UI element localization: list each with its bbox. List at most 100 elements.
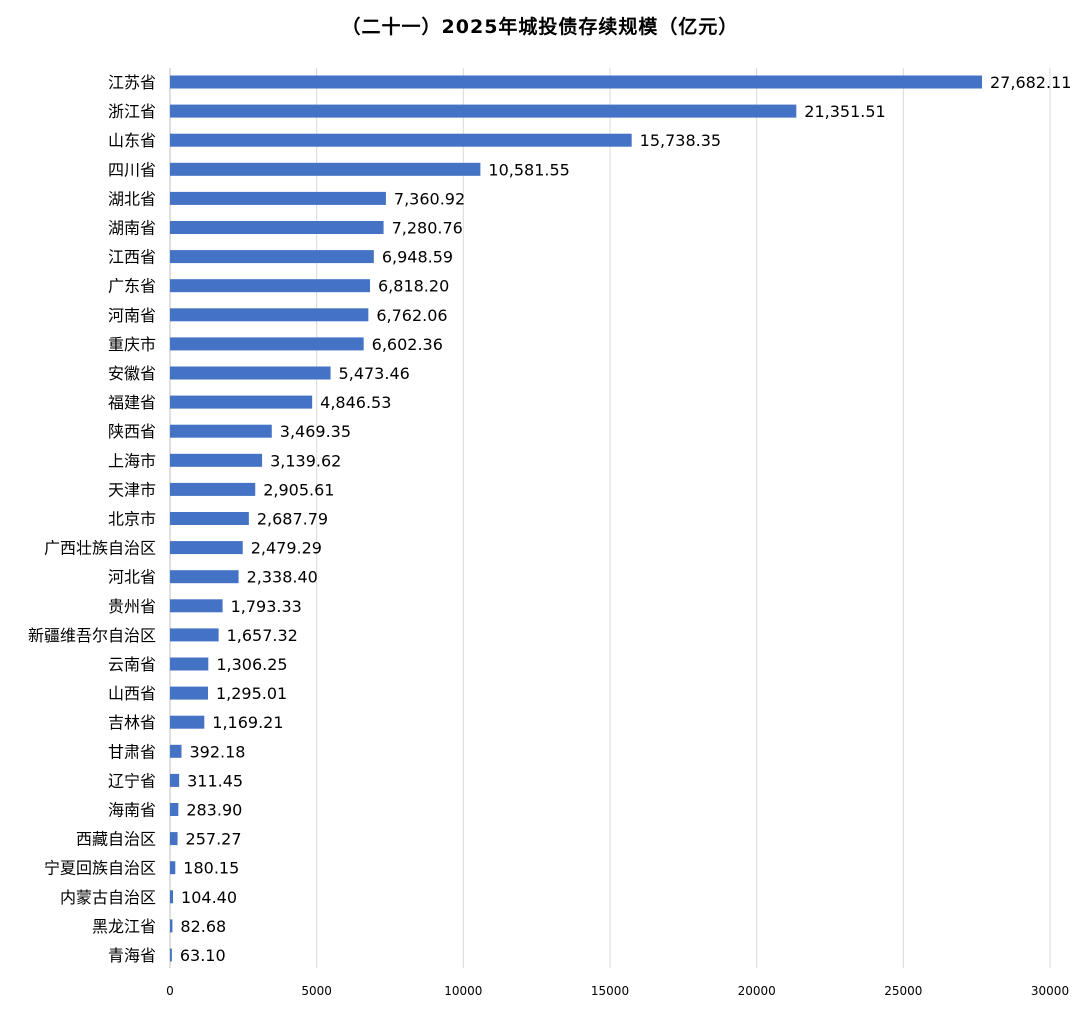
category-label: 山西省 bbox=[108, 684, 156, 703]
value-label: 1,657.32 bbox=[227, 626, 298, 645]
value-label: 2,338.40 bbox=[247, 568, 318, 587]
value-label: 3,469.35 bbox=[280, 422, 351, 441]
value-label: 21,351.51 bbox=[804, 102, 885, 121]
category-label: 河南省 bbox=[108, 306, 156, 325]
value-label: 2,687.79 bbox=[257, 510, 328, 529]
category-label: 云南省 bbox=[108, 655, 156, 674]
bar bbox=[170, 308, 369, 322]
bar bbox=[170, 395, 313, 409]
category-label: 安徽省 bbox=[108, 364, 156, 383]
bar bbox=[170, 919, 173, 933]
bar bbox=[170, 250, 374, 264]
x-tick-label: 15000 bbox=[591, 984, 629, 998]
bar bbox=[170, 861, 176, 875]
bar bbox=[170, 570, 239, 584]
x-axis-ticks: 0 5000 10000 15000 20000 25000 30000 bbox=[166, 984, 1069, 998]
bar bbox=[170, 104, 797, 118]
x-tick-label: 25000 bbox=[884, 984, 922, 998]
category-label: 重庆市 bbox=[108, 335, 156, 354]
bar bbox=[170, 773, 180, 787]
category-label: 上海市 bbox=[108, 451, 156, 470]
x-tick-label: 20000 bbox=[738, 984, 776, 998]
value-label: 283.90 bbox=[186, 801, 242, 820]
value-label: 3,139.62 bbox=[270, 451, 341, 470]
category-label: 青海省 bbox=[108, 946, 156, 965]
bar bbox=[170, 744, 182, 758]
category-label: 四川省 bbox=[108, 160, 156, 179]
category-label: 辽宁省 bbox=[108, 771, 156, 790]
value-label: 1,295.01 bbox=[216, 684, 287, 703]
category-label: 黑龙江省 bbox=[92, 917, 156, 936]
category-label: 天津市 bbox=[108, 480, 156, 499]
category-label: 新疆维吾尔自治区 bbox=[28, 626, 156, 645]
bar bbox=[170, 482, 256, 496]
bar bbox=[170, 832, 178, 846]
bar bbox=[170, 75, 983, 89]
category-label: 西藏自治区 bbox=[76, 830, 156, 849]
category-label: 山东省 bbox=[108, 131, 156, 150]
bar bbox=[170, 890, 174, 904]
value-label: 392.18 bbox=[190, 742, 246, 761]
category-label: 河北省 bbox=[108, 568, 156, 587]
value-label: 257.27 bbox=[186, 830, 242, 849]
bar bbox=[170, 715, 205, 729]
bar bbox=[170, 366, 331, 380]
category-label: 陕西省 bbox=[108, 422, 156, 441]
value-label: 6,948.59 bbox=[382, 248, 453, 267]
value-label: 311.45 bbox=[187, 771, 243, 790]
x-tick-label: 10000 bbox=[444, 984, 482, 998]
category-label: 湖南省 bbox=[108, 219, 156, 238]
bar-layer bbox=[170, 75, 983, 962]
value-label: 15,738.35 bbox=[640, 131, 721, 150]
value-label: 27,682.11 bbox=[990, 73, 1071, 92]
value-label: 6,602.36 bbox=[372, 335, 443, 354]
value-label: 5,473.46 bbox=[339, 364, 410, 383]
bar bbox=[170, 221, 384, 234]
x-tick-label: 30000 bbox=[1031, 984, 1069, 998]
bar bbox=[170, 541, 243, 555]
category-label: 江苏省 bbox=[108, 73, 156, 92]
bar bbox=[170, 133, 632, 147]
value-label: 1,793.33 bbox=[231, 597, 302, 616]
category-label: 海南省 bbox=[108, 801, 156, 820]
value-label: 2,905.61 bbox=[263, 480, 334, 499]
value-label: 2,479.29 bbox=[251, 539, 322, 558]
category-label: 吉林省 bbox=[108, 713, 156, 732]
value-label: 4,846.53 bbox=[320, 393, 391, 412]
value-label: 63.10 bbox=[180, 946, 226, 965]
value-label: 6,818.20 bbox=[378, 277, 449, 296]
chart-title: （二十一）2025年城投债存续规模（亿元） bbox=[341, 16, 739, 38]
bar bbox=[170, 657, 209, 671]
bar bbox=[170, 803, 179, 816]
category-label: 内蒙古自治区 bbox=[60, 888, 156, 907]
bar bbox=[170, 948, 172, 962]
value-label: 104.40 bbox=[181, 888, 237, 907]
category-label: 广西壮族自治区 bbox=[44, 539, 156, 558]
category-label: 广东省 bbox=[108, 277, 156, 296]
category-label: 浙江省 bbox=[108, 102, 156, 121]
x-tick-label: 0 bbox=[166, 984, 174, 998]
value-label: 10,581.55 bbox=[488, 160, 569, 179]
bar bbox=[170, 424, 272, 438]
bar bbox=[170, 191, 386, 205]
category-label: 贵州省 bbox=[108, 597, 156, 616]
bar bbox=[170, 686, 208, 700]
bar bbox=[170, 279, 371, 293]
label-layer: 江苏省 27,682.11 浙江省 21,351.51 山东省 15,738.35 四川省 1… bbox=[28, 73, 1071, 965]
value-label: 7,360.92 bbox=[394, 189, 465, 208]
value-label: 82.68 bbox=[180, 917, 226, 936]
x-tick-label: 5000 bbox=[301, 984, 332, 998]
category-label: 江西省 bbox=[108, 248, 156, 267]
value-label: 6,762.06 bbox=[376, 306, 447, 325]
bar bbox=[170, 453, 263, 467]
value-label: 180.15 bbox=[183, 859, 239, 878]
bar bbox=[170, 337, 364, 351]
bar bbox=[170, 512, 249, 525]
bar bbox=[170, 162, 481, 176]
value-label: 1,169.21 bbox=[212, 713, 283, 732]
value-label: 7,280.76 bbox=[392, 219, 463, 238]
category-label: 宁夏回族自治区 bbox=[44, 859, 156, 878]
category-label: 福建省 bbox=[108, 393, 156, 412]
value-label: 1,306.25 bbox=[216, 655, 287, 674]
